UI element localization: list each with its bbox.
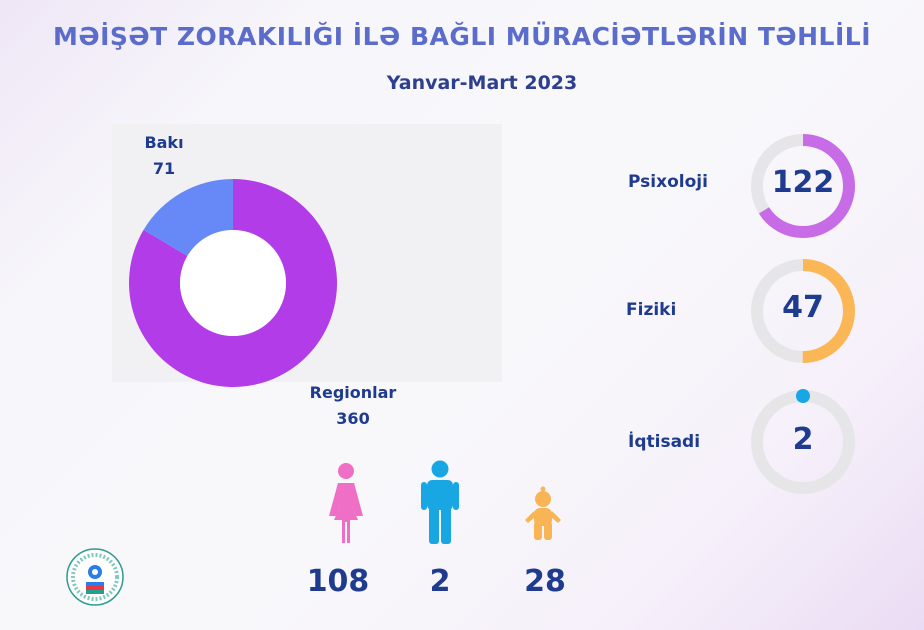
ring-iqtisadi <box>751 389 855 494</box>
ring-fill-1 <box>751 259 855 363</box>
baku-value: 71 <box>152 159 176 178</box>
count-women: 108 <box>306 564 370 599</box>
emblem-logo <box>66 548 124 606</box>
ring-fill-0 <box>751 134 855 238</box>
ring-fill-2 <box>796 389 810 403</box>
page-subtitle: Yanvar-Mart 2023 <box>386 72 578 94</box>
type-label-psixoloji: Psixoloji <box>628 172 708 192</box>
child-icon <box>525 486 561 540</box>
donut-slice-regionlar <box>129 179 337 387</box>
count-men: 2 <box>429 564 451 599</box>
type-value-psixoloji: 122 <box>771 165 835 200</box>
type-label-fiziki: Fiziki <box>626 300 677 320</box>
donut-slice-bakı <box>143 179 233 256</box>
page-title: MƏİŞƏT ZORAKILIĞI İLƏ BAĞLI MÜRACİƏTLƏRİ… <box>52 22 872 51</box>
type-label-iqtisadi: İqtisadi <box>628 432 701 452</box>
type-value-iqtisadi: 2 <box>792 422 814 457</box>
regions-value: 360 <box>336 409 370 428</box>
type-value-fiziki: 47 <box>782 290 824 325</box>
woman-icon <box>329 463 363 543</box>
donut-chart <box>129 179 337 387</box>
ring-fiziki <box>751 259 855 363</box>
baku-name: Bakı <box>144 133 184 152</box>
baku-label: Bakı 71 <box>132 130 196 182</box>
ring-psixoloji <box>751 134 855 238</box>
regions-name: Regionlar <box>309 383 397 402</box>
man-icon <box>421 460 459 544</box>
donut-hole <box>180 230 286 336</box>
regions-label: Regionlar 360 <box>298 380 408 432</box>
count-children: 28 <box>524 564 566 599</box>
